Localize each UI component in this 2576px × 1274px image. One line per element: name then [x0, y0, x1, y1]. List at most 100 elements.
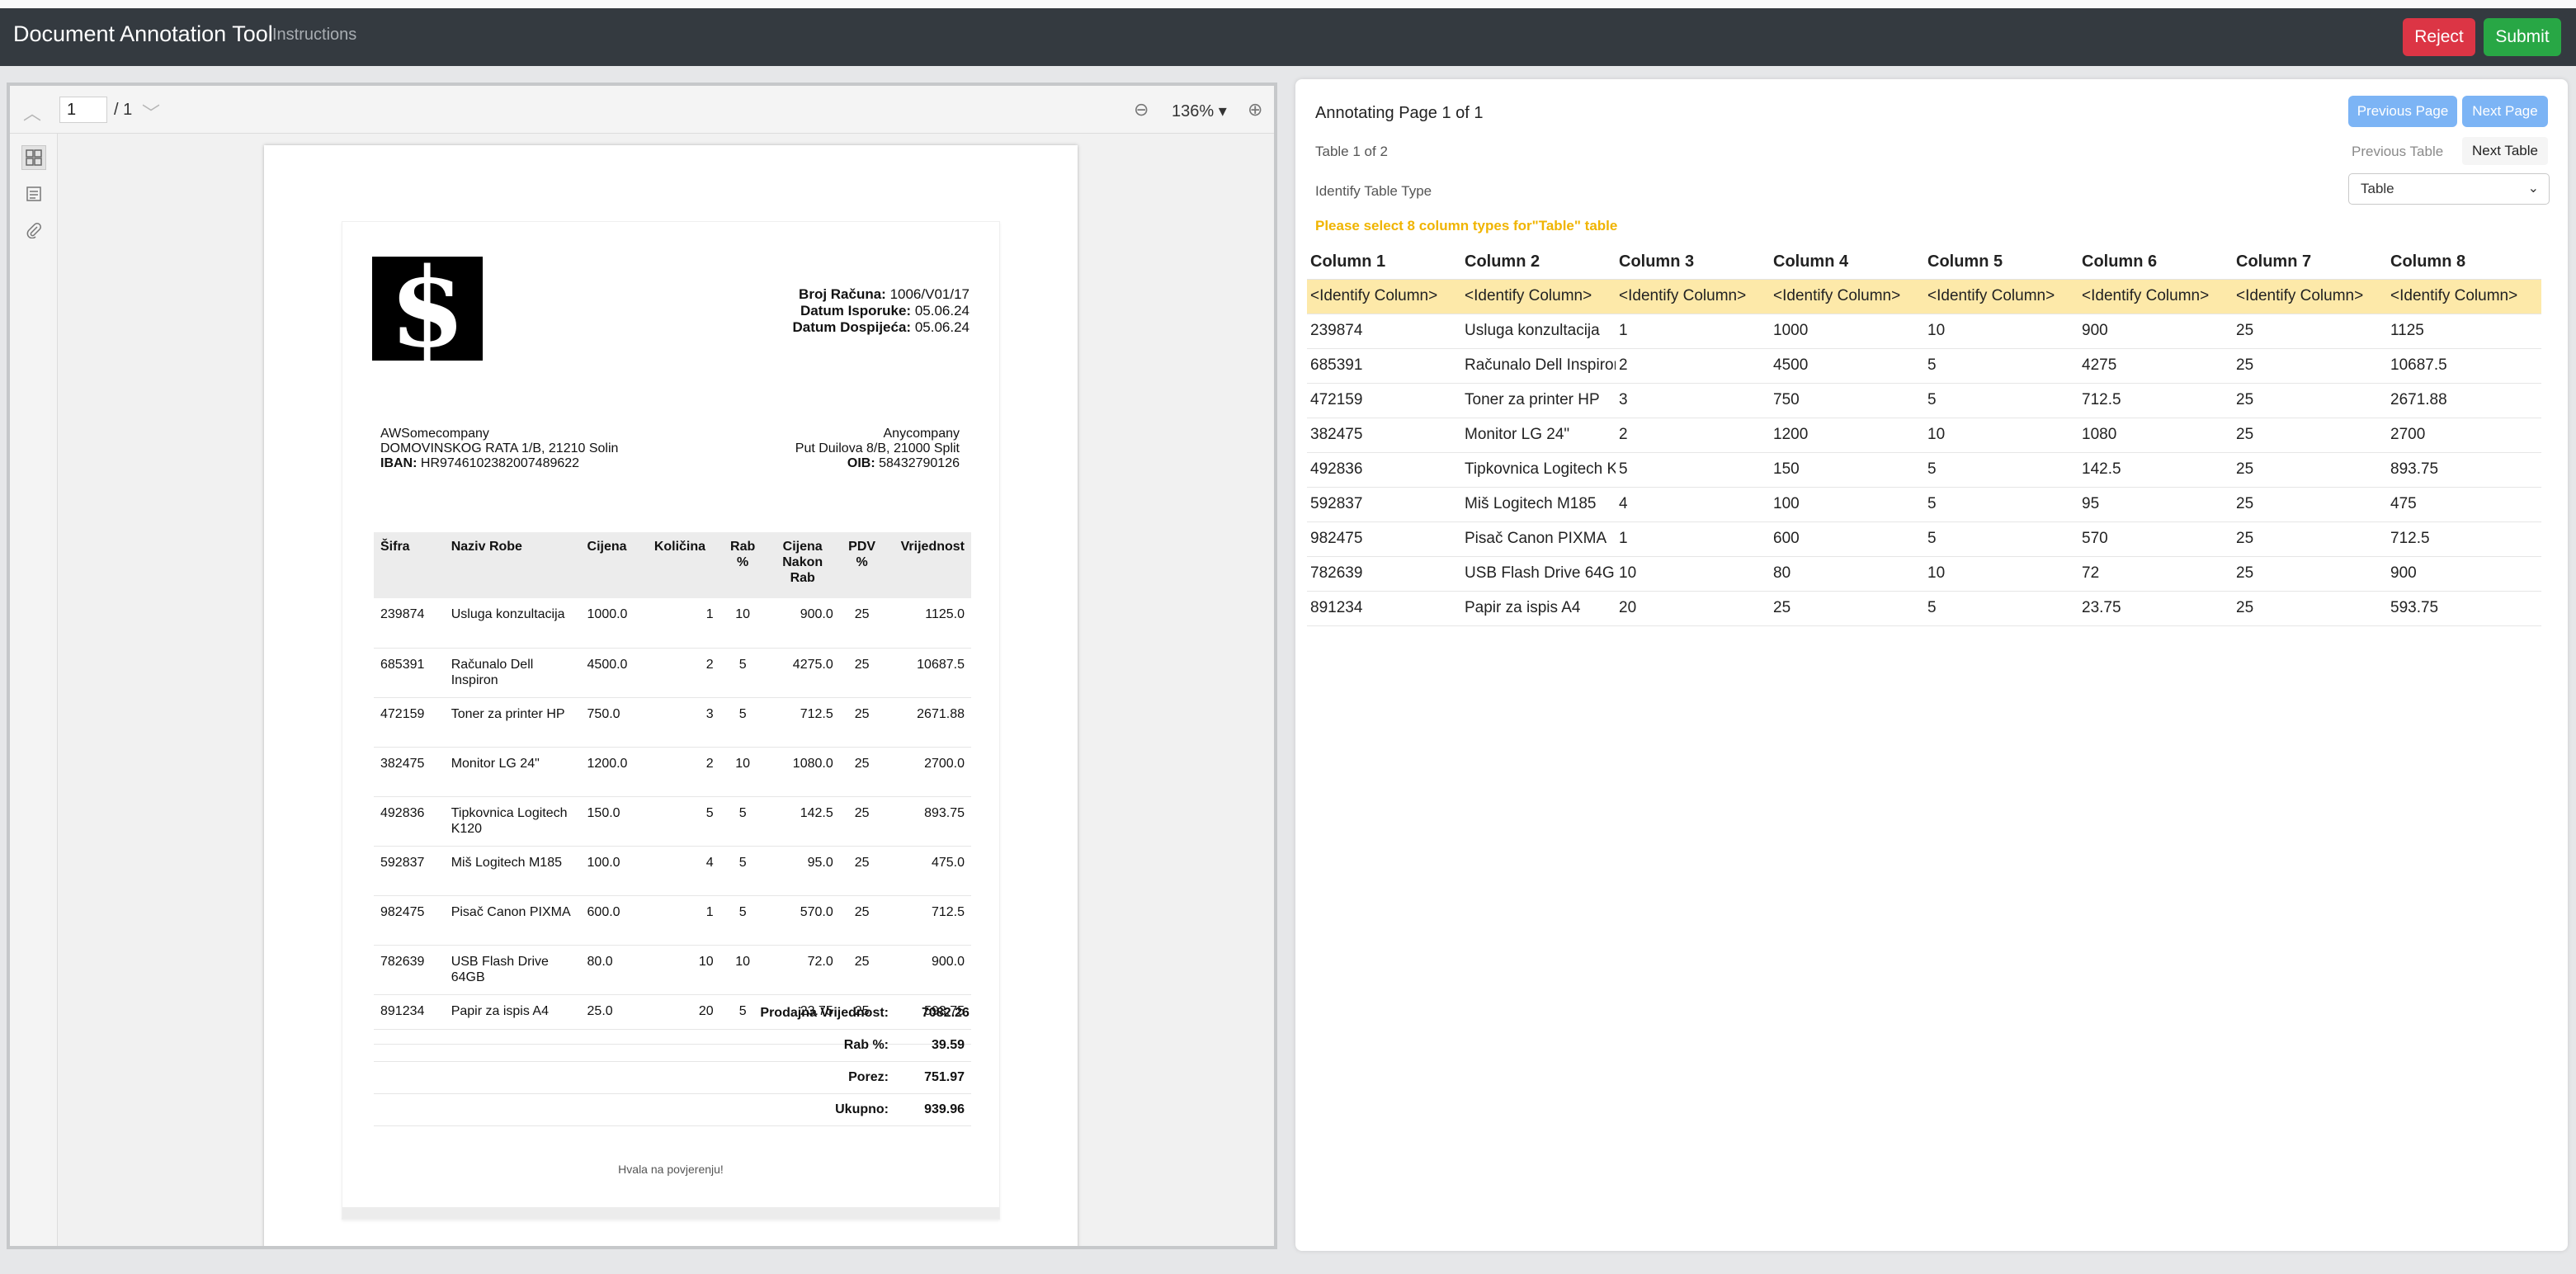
next-page-button[interactable]: Next Page — [2462, 96, 2548, 127]
identify-column-select[interactable]: <Identify Column> — [1461, 279, 1616, 314]
invoice-cell: 5 — [647, 796, 720, 847]
chevron-up-icon[interactable]: ︿ — [23, 103, 42, 124]
identify-column-select[interactable]: <Identify Column> — [1307, 279, 1461, 314]
invoice-totals: Prodajna Vrijednost: 7082.26 Rab %: 39.59 … — [374, 998, 971, 1126]
table-row: 239874 Usluga konzultacija 1 1000 10 900 25 112… — [1307, 314, 2541, 349]
invoice-cell: Tipkovnica Logitech K120 — [444, 796, 581, 847]
invoice-cell: 25 — [839, 697, 885, 748]
invoice-cell: 750.0 — [580, 697, 648, 748]
table-cell: 1080 — [2078, 418, 2233, 453]
attachment-icon[interactable] — [21, 218, 46, 243]
invoice-cell: 25.0 — [580, 994, 648, 1045]
table-cell: Miš Logitech M185 — [1461, 487, 1616, 522]
table-cell: 900 — [2078, 314, 2233, 349]
table-cell: 25 — [2233, 521, 2387, 557]
table-cell: Toner za printer HP — [1461, 383, 1616, 418]
reject-button[interactable]: Reject — [2403, 18, 2475, 56]
invoice-row: 782639 USB Flash Drive 64GB 80.0 10 10 72.0 25… — [374, 945, 971, 995]
table-cell: 782639 — [1307, 556, 1461, 592]
identify-column-select[interactable]: <Identify Column> — [1616, 279, 1770, 314]
invoice-col-header: Količina — [647, 532, 720, 598]
invoice-cell: 2 — [647, 747, 720, 797]
invoice-cell: 5 — [719, 648, 766, 698]
invoice-cell: 10687.5 — [884, 648, 971, 698]
table-count: Table 1 of 2 — [1315, 144, 1388, 159]
identify-column-select[interactable]: <Identify Column> — [2387, 279, 2541, 314]
invoice-cell: 2700.0 — [884, 747, 971, 797]
invoice-col-header: Naziv Robe — [444, 532, 581, 598]
table-cell: 593.75 — [2387, 591, 2541, 626]
table-cell: 712.5 — [2387, 521, 2541, 557]
invoice-cell: 593.75 — [884, 994, 971, 1045]
table-cell: 2 — [1616, 348, 1770, 384]
invoice-cell: Monitor LG 24" — [444, 747, 581, 797]
thumbnails-icon[interactable] — [21, 145, 46, 170]
invoice-cell: 20 — [647, 994, 720, 1045]
top-navbar: Document Annotation Tool Instructions Re… — [0, 0, 2576, 66]
previous-page-button[interactable]: Previous Page — [2348, 96, 2457, 127]
invoice-cell: 1200.0 — [580, 747, 648, 797]
annotation-title: Annotating Page 1 of 1 — [1315, 104, 1484, 122]
invoice-cell: 475.0 — [884, 846, 971, 896]
table-cell: 570 — [2078, 521, 2233, 557]
identify-column-row: <Identify Column> <Identify Column> <Ident… — [1307, 279, 2541, 314]
column-header: Column 8 — [2387, 246, 2541, 280]
table-cell: 4275 — [2078, 348, 2233, 384]
table-cell: 2 — [1616, 418, 1770, 453]
viewer-canvas[interactable]: $ Broj Računa: 1006/V01/17 Datum Isporuk… — [58, 134, 1274, 1246]
table-cell: 3 — [1616, 383, 1770, 418]
viewer-toolbar: ︿ 1 / 1 ﹀ ⊖ 136% ▾ ⊕ — [10, 86, 1274, 134]
identify-column-select[interactable]: <Identify Column> — [2233, 279, 2387, 314]
invoice-row: 382475 Monitor LG 24" 1200.0 2 10 1080.0 25 270… — [374, 747, 971, 797]
table-cell: 475 — [2387, 487, 2541, 522]
previous-table-button[interactable]: Previous Table — [2352, 144, 2444, 159]
identify-column-select[interactable]: <Identify Column> — [2078, 279, 2233, 314]
invoice-cell: 25 — [839, 895, 885, 946]
table-cell: 893.75 — [2387, 452, 2541, 488]
invoice-cell: 5 — [719, 846, 766, 896]
invoice-cell: 3 — [647, 697, 720, 748]
identify-column-select[interactable]: <Identify Column> — [1924, 279, 2078, 314]
invoice-cell: 4500.0 — [580, 648, 648, 698]
submit-button[interactable]: Submit — [2484, 18, 2561, 56]
invoice-cell: 570.0 — [765, 895, 840, 946]
identify-column-select[interactable]: <Identify Column> — [1770, 279, 1924, 314]
buyer-address: Put Duilova 8/B, 21000 Split — [795, 441, 960, 455]
invoice-cell: 5 — [719, 697, 766, 748]
table-cell: 1200 — [1770, 418, 1924, 453]
table-type-select[interactable]: Table ⌄ — [2348, 173, 2550, 205]
zoom-out-icon[interactable]: ⊖ — [1134, 99, 1149, 120]
zoom-select[interactable]: 136% ▾ — [1172, 102, 1227, 120]
invoice-cell: 25 — [839, 598, 885, 649]
table-cell: 5 — [1924, 383, 2078, 418]
invoice-cell: 4 — [647, 846, 720, 896]
table-cell: 142.5 — [2078, 452, 2233, 488]
table-cell: 472159 — [1307, 383, 1461, 418]
page-number-input[interactable]: 1 — [59, 97, 107, 123]
zoom-in-icon[interactable]: ⊕ — [1248, 99, 1263, 120]
table-cell: 4500 — [1770, 348, 1924, 384]
company-logo: $ — [372, 254, 483, 363]
app-title[interactable]: Document Annotation Tool — [13, 21, 273, 46]
table-cell: 72 — [2078, 556, 2233, 592]
outline-icon[interactable] — [21, 182, 46, 206]
invoice-cell: 2 — [647, 648, 720, 698]
table-cell: 982475 — [1307, 521, 1461, 557]
invoice-row: 472159 Toner za printer HP 750.0 3 5 712.5 25 2… — [374, 697, 971, 748]
delivery-date: Datum Isporuke: 05.06.24 — [800, 303, 970, 318]
invoice-cell: 712.5 — [884, 895, 971, 946]
next-table-button[interactable]: Next Table — [2462, 137, 2548, 165]
instructions-link[interactable]: Instructions — [272, 26, 357, 44]
table-cell: 10 — [1924, 556, 2078, 592]
table-row: 685391 Računalo Dell Inspiron 2 4500 5 4275 25… — [1307, 348, 2541, 384]
invoice-cell: Miš Logitech M185 — [444, 846, 581, 896]
invoice-cell: 712.5 — [765, 697, 840, 748]
invoice-cell: 100.0 — [580, 846, 648, 896]
chevron-down-icon[interactable]: ﹀ — [142, 103, 161, 124]
pdf-page: $ Broj Računa: 1006/V01/17 Datum Isporuk… — [264, 145, 1078, 1246]
seller-block: AWSomecompany DOMOVINSKOG RATA 1/B, 2121… — [380, 427, 618, 471]
annotation-header-row: Column 1 Column 2 Column 3 Column 4 Column 5… — [1307, 246, 2541, 280]
invoice-cell: 25 — [839, 648, 885, 698]
due-date: Datum Dospijeća: 05.06.24 — [792, 319, 970, 335]
invoice-header-row: Šifra Naziv Robe Cijena Količina Rab % C… — [374, 532, 971, 598]
